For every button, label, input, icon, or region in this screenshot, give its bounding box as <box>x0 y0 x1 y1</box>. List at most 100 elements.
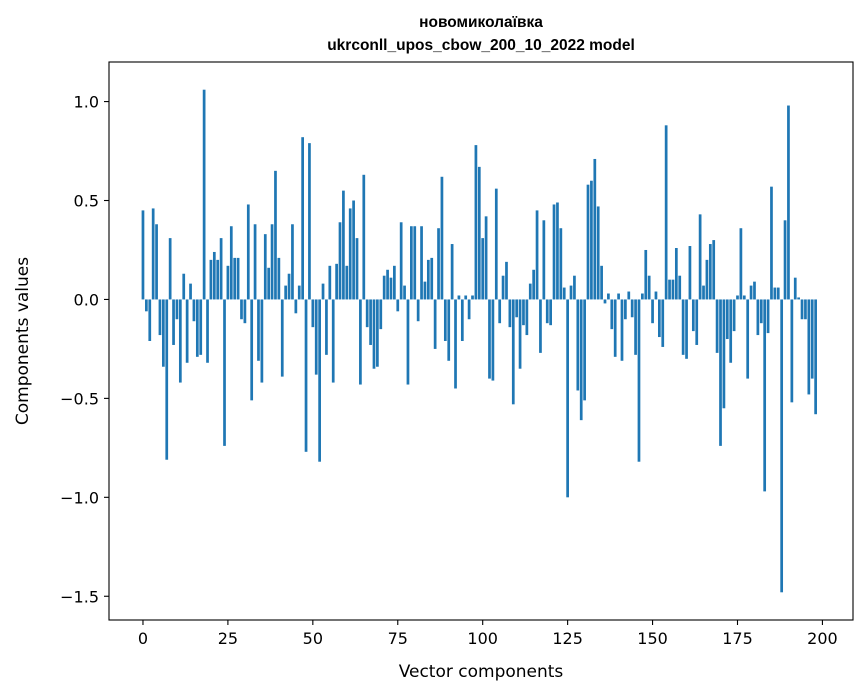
bar <box>814 299 817 414</box>
bar <box>230 226 233 299</box>
x-tick-label: 150 <box>637 629 668 648</box>
bar <box>675 248 678 299</box>
bar <box>553 204 556 299</box>
bar <box>386 270 389 300</box>
x-tick-label: 200 <box>807 629 838 648</box>
bar <box>682 299 685 354</box>
bar <box>689 246 692 299</box>
x-tick-label: 75 <box>388 629 408 648</box>
bar <box>583 299 586 400</box>
bar <box>807 299 810 394</box>
bar <box>223 299 226 445</box>
bar <box>651 299 654 323</box>
bar <box>407 299 410 384</box>
bar <box>345 266 348 300</box>
bar <box>590 181 593 300</box>
bar <box>413 226 416 299</box>
bar <box>257 299 260 360</box>
bar <box>379 299 382 329</box>
bar <box>774 288 777 300</box>
bar <box>610 299 613 329</box>
bar <box>678 276 681 300</box>
bar <box>627 292 630 300</box>
bar <box>526 299 529 335</box>
bar <box>278 258 281 300</box>
bar <box>291 224 294 299</box>
bar <box>417 299 420 321</box>
bar <box>155 224 158 299</box>
bar <box>349 208 352 299</box>
bar <box>332 299 335 382</box>
bar <box>760 299 763 323</box>
bar <box>600 266 603 300</box>
bar <box>172 299 175 345</box>
bar <box>790 299 793 402</box>
bar <box>672 280 675 300</box>
bar <box>519 299 522 368</box>
bar <box>311 299 314 327</box>
bar <box>604 299 607 303</box>
bar <box>559 228 562 299</box>
bar <box>362 175 365 300</box>
bar <box>658 299 661 337</box>
bar <box>665 125 668 299</box>
bar <box>488 299 491 378</box>
bar <box>723 299 726 408</box>
bar <box>763 299 766 491</box>
bar <box>315 299 318 374</box>
bar <box>709 244 712 299</box>
bar <box>441 177 444 300</box>
x-tick-label: 50 <box>303 629 323 648</box>
bar <box>750 286 753 300</box>
bar <box>152 208 155 299</box>
bar <box>509 299 512 327</box>
bar <box>451 244 454 299</box>
y-tick-label: −0.5 <box>60 389 99 408</box>
bar <box>644 250 647 299</box>
bar <box>424 282 427 300</box>
bar <box>478 167 481 300</box>
bar <box>454 299 457 388</box>
bar <box>216 260 219 300</box>
bar <box>655 292 658 300</box>
bar <box>702 286 705 300</box>
bar <box>383 276 386 300</box>
chart-title: новомиколаївка <box>419 14 543 31</box>
bar <box>692 299 695 331</box>
bar <box>352 201 355 300</box>
bar <box>244 299 247 323</box>
bar <box>325 299 328 354</box>
bar <box>570 286 573 300</box>
bar <box>641 294 644 300</box>
bar <box>685 299 688 358</box>
bar <box>743 295 746 299</box>
bar <box>301 137 304 299</box>
y-tick-label: 0.0 <box>74 290 99 309</box>
bar <box>359 299 362 384</box>
bar <box>712 240 715 299</box>
bar <box>740 228 743 299</box>
bar <box>515 299 518 317</box>
bar <box>203 90 206 300</box>
chart-subtitle: ukrconll_upos_cbow_200_10_2022 model <box>327 37 635 54</box>
bar <box>308 143 311 299</box>
bar <box>566 299 569 497</box>
bar <box>210 260 213 300</box>
bar <box>145 299 148 311</box>
bar <box>427 260 430 300</box>
bar <box>464 295 467 299</box>
bar <box>794 278 797 300</box>
bar <box>373 299 376 368</box>
bar <box>624 299 627 319</box>
bar <box>542 220 545 299</box>
bar <box>753 282 756 300</box>
bar <box>447 299 450 360</box>
bar <box>757 299 760 335</box>
bar <box>220 238 223 299</box>
bar <box>468 299 471 319</box>
bar <box>206 299 209 362</box>
bar <box>475 145 478 299</box>
bar <box>471 295 474 299</box>
bar <box>318 299 321 461</box>
bar <box>549 299 552 325</box>
